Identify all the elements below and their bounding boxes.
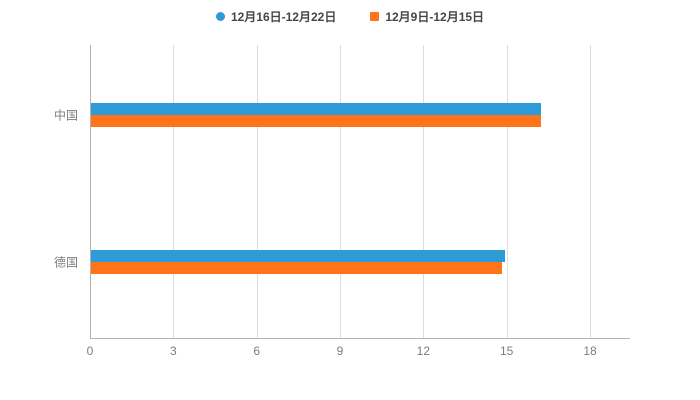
legend-label-dec16-22: 12月16日-12月22日 <box>230 10 337 24</box>
legend-label-dec9-15: 12月9日-12月15日 <box>385 10 485 24</box>
gridline-x-3 <box>173 45 175 338</box>
x-tick-label-12: 12 <box>416 344 431 358</box>
legend-item-dec16-22[interactable]: 12月16日-12月22日 <box>215 8 337 25</box>
x-tick-label-18: 18 <box>583 344 597 358</box>
bar-category2-series1[interactable] <box>91 249 505 262</box>
legend-square-marker-icon <box>370 12 380 21</box>
y-category-label-2: 德国 <box>53 255 78 270</box>
gridline-x-6 <box>256 45 258 338</box>
legend-item-dec9-15[interactable]: 12月9日-12月15日 <box>370 8 484 25</box>
chart-legend: 12月16日-12月22日 12月9日-12月15日 <box>0 8 700 25</box>
bar-category1-series2[interactable] <box>91 115 541 128</box>
bar-category2-series2[interactable] <box>91 261 503 274</box>
gridline-x-18 <box>590 45 591 338</box>
bar-category1-series1[interactable] <box>91 103 541 116</box>
gridline-x-12 <box>423 45 425 338</box>
x-tick-label-6: 6 <box>253 344 260 358</box>
x-tick-label-3: 3 <box>169 344 177 358</box>
gridline-x-15 <box>506 45 508 338</box>
gridline-x-9 <box>340 45 341 338</box>
y-axis-line <box>90 45 91 338</box>
x-tick-label-15: 15 <box>499 344 514 358</box>
plot-area: 0 3 6 9 12 15 18 中国德国 <box>54 45 630 358</box>
y-category-label-1: 中国 <box>53 108 78 123</box>
x-tick-label-0: 0 <box>86 344 94 358</box>
legend-circle-marker-icon <box>215 12 225 21</box>
x-tick-label-9: 9 <box>336 344 344 358</box>
